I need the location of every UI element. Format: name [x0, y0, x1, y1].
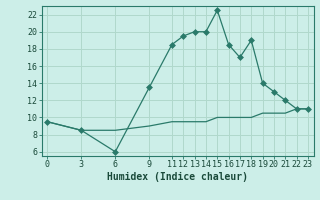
X-axis label: Humidex (Indice chaleur): Humidex (Indice chaleur) — [107, 172, 248, 182]
